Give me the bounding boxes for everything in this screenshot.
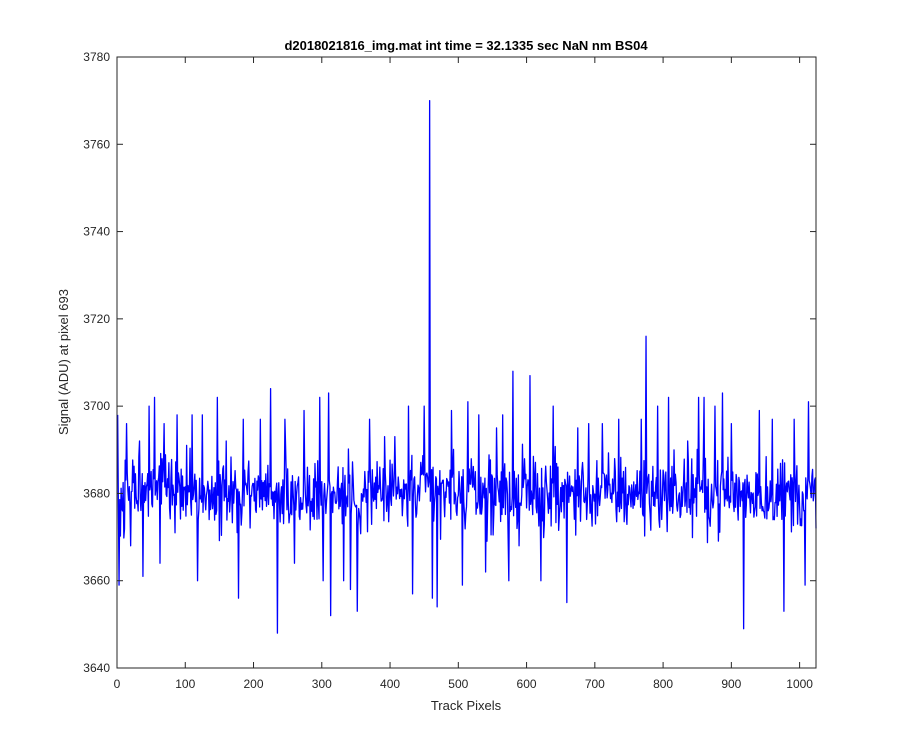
- y-tick-label: 3680: [83, 486, 110, 500]
- x-tick-label: 500: [448, 677, 468, 691]
- x-tick-label: 200: [244, 677, 264, 691]
- x-tick-label: 0: [114, 677, 121, 691]
- x-tick-label: 600: [517, 677, 537, 691]
- axes-box: [116, 56, 817, 669]
- x-tick-label: 400: [380, 677, 400, 691]
- chart-title: d2018021816_img.mat int time = 32.1335 s…: [284, 38, 648, 53]
- series-layer: [117, 99, 817, 634]
- x-tick-label: 800: [653, 677, 673, 691]
- y-axis-label: Signal (ADU) at pixel 693: [56, 289, 71, 435]
- x-tick-label: 900: [721, 677, 741, 691]
- plot-area: [117, 57, 816, 668]
- x-tick-label: 700: [585, 677, 605, 691]
- x-axis: 0 100 200 300 400 500 600 700 800 900 1000: [114, 57, 813, 691]
- y-tick-label: 3780: [83, 50, 110, 64]
- y-tick-label: 3760: [83, 137, 110, 151]
- y-axis: 3640 3660 3680 3700 3720 3740 3760 3780: [83, 50, 816, 675]
- y-tick-label: 3700: [83, 399, 110, 413]
- y-tick-label: 3740: [83, 225, 110, 239]
- x-tick-label: 1000: [786, 677, 813, 691]
- x-tick-label: 100: [175, 677, 195, 691]
- y-tick-label: 3660: [83, 574, 110, 588]
- x-axis-label: Track Pixels: [431, 698, 502, 713]
- signal-series-line: [117, 99, 817, 634]
- y-tick-label: 3720: [83, 312, 110, 326]
- y-tick-label: 3640: [83, 661, 110, 675]
- x-tick-label: 300: [312, 677, 332, 691]
